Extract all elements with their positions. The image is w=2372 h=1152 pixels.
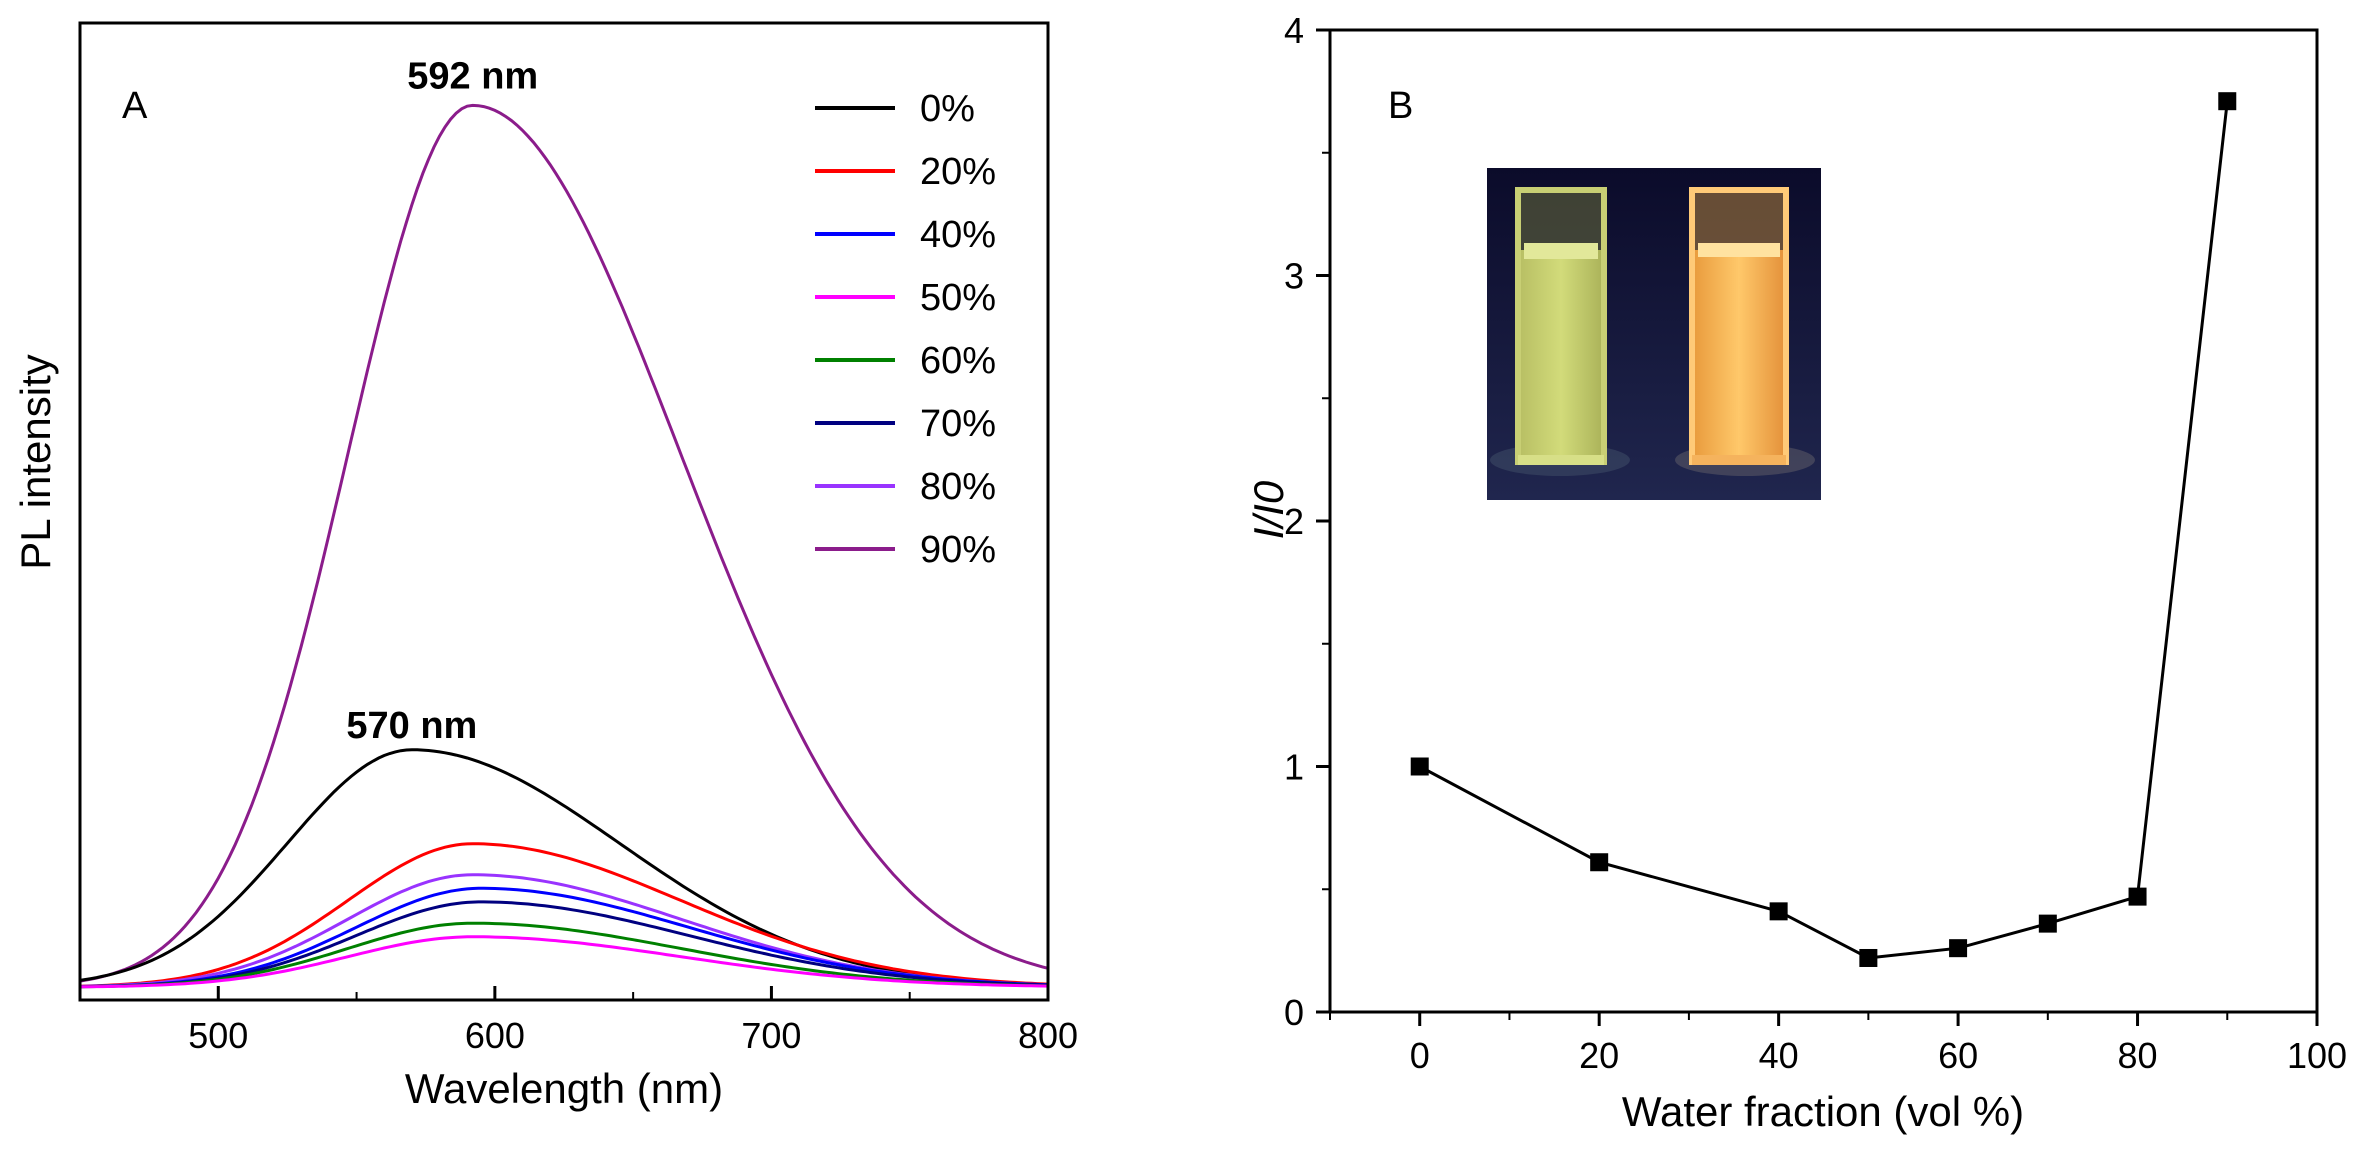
legend-label: 50% xyxy=(920,277,996,319)
panel-a-curves xyxy=(79,103,1049,989)
panel-a-frame xyxy=(78,21,1050,1002)
series-line xyxy=(1418,101,2229,960)
y-tick-label: 1 xyxy=(1284,747,1304,788)
panel-b-ticks: 0 20 40 60 80 100 0 1 2 3 4 xyxy=(1284,10,2347,1076)
legend-label: 60% xyxy=(920,340,996,382)
curve-60pct xyxy=(79,921,1049,989)
y-tick-label: 3 xyxy=(1284,256,1304,297)
panel-a-xlabel: Wavelength (nm) xyxy=(405,1065,723,1112)
x-tick-label: 500 xyxy=(188,1015,248,1056)
x-tick-label: 60 xyxy=(1938,1035,1978,1076)
x-tick-label: 20 xyxy=(1579,1035,1619,1076)
data-point xyxy=(1410,757,1429,776)
legend-label: 70% xyxy=(920,403,996,445)
peak-annotation: 592 nm xyxy=(407,56,538,98)
panel-a-ticks: 500 600 700 800 xyxy=(188,986,1078,1056)
peak-annotation: 570 nm xyxy=(346,705,477,747)
cuvette-orange xyxy=(1689,187,1789,465)
x-tick-label: 800 xyxy=(1018,1015,1078,1056)
panel-a: 500 600 700 800 A 592 nm 570 nm 0% 20% 40% 50% 6… xyxy=(12,21,1078,1112)
panel-b: 0 20 40 60 80 100 0 1 2 3 4 B xyxy=(1245,10,2347,1135)
data-point xyxy=(2038,914,2057,933)
panel-b-letter: B xyxy=(1388,85,1413,127)
panel-a-ylabel: PL intensity xyxy=(12,354,59,570)
y-tick-label: 4 xyxy=(1284,10,1304,51)
curve-40pct xyxy=(79,886,1049,989)
panel-b-series xyxy=(1410,92,2237,967)
cuvette-yellow-green xyxy=(1515,187,1607,465)
data-point xyxy=(1859,948,1878,967)
panel-b-inset-photo xyxy=(1487,168,1821,500)
data-point xyxy=(2218,92,2237,111)
panel-b-frame xyxy=(1328,28,2319,1014)
data-point xyxy=(1769,902,1788,921)
panel-b-ylabel: I/I0 xyxy=(1245,480,1292,539)
panel-a-annotations: 592 nm 570 nm xyxy=(346,56,538,747)
curve-90pct xyxy=(79,103,1049,983)
y-tick-label: 2 xyxy=(1284,501,1304,542)
x-tick-label: 600 xyxy=(465,1015,525,1056)
curve-70pct xyxy=(79,900,1049,989)
curve-0pct xyxy=(79,748,1049,987)
x-tick-label: 0 xyxy=(1410,1035,1430,1076)
x-tick-label: 80 xyxy=(2118,1035,2158,1076)
legend-label: 80% xyxy=(920,466,996,508)
panel-a-legend: 0% 20% 40% 50% 60% 70% 80% 90% xyxy=(815,88,996,571)
x-tick-label: 100 xyxy=(2287,1035,2347,1076)
curve-50pct xyxy=(80,935,1049,989)
data-point xyxy=(1590,853,1609,872)
legend-label: 40% xyxy=(920,214,996,256)
panel-a-letter: A xyxy=(122,85,148,127)
legend-label: 90% xyxy=(920,529,996,571)
x-tick-label: 40 xyxy=(1759,1035,1799,1076)
y-tick-label: 0 xyxy=(1284,992,1304,1033)
data-point xyxy=(2128,887,2147,906)
panel-b-xlabel: Water fraction (vol %) xyxy=(1622,1088,2024,1135)
x-tick-label: 700 xyxy=(741,1015,801,1056)
legend-label: 20% xyxy=(920,151,996,193)
legend-label: 0% xyxy=(920,88,975,130)
curve-20pct xyxy=(79,842,1049,988)
data-point xyxy=(1949,939,1968,958)
